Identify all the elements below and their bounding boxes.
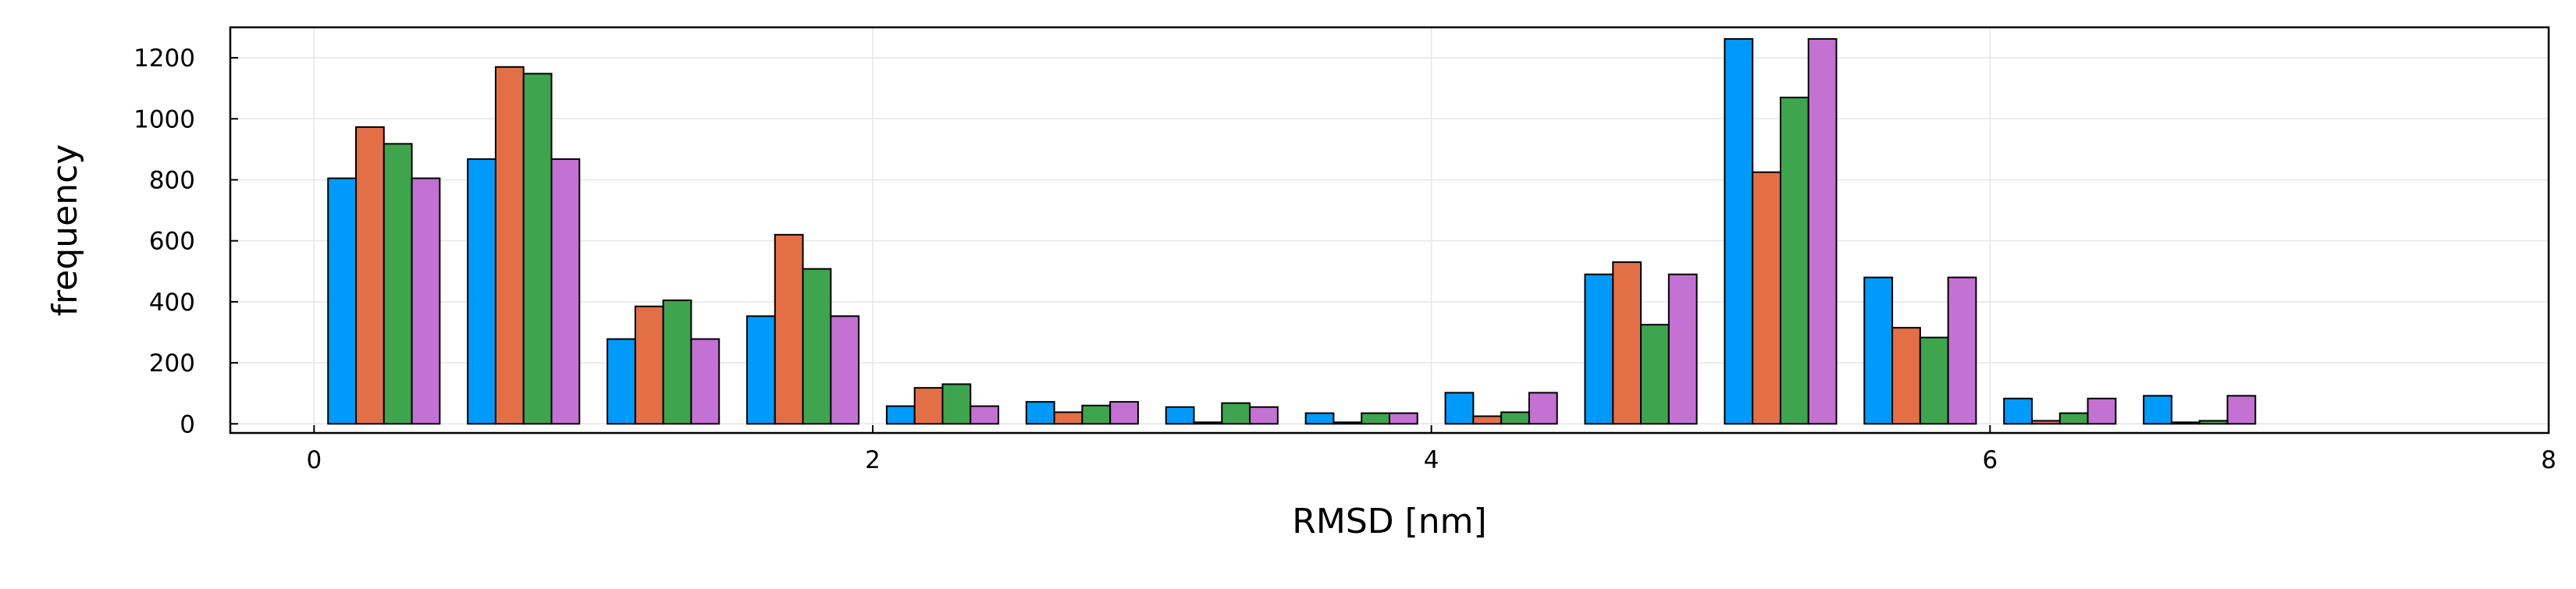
- histogram-bar: [1221, 402, 1251, 425]
- x-tick-label: 4: [1424, 446, 1439, 474]
- histogram-bar: [885, 405, 916, 425]
- y-tick-label: 1200: [133, 44, 195, 73]
- histogram-bar: [1109, 401, 1139, 425]
- histogram-bar: [1640, 324, 1670, 425]
- histogram-bar: [1667, 273, 1698, 425]
- histogram-bar: [1361, 412, 1391, 425]
- histogram-bar: [2003, 397, 2033, 425]
- histogram-bar: [802, 268, 832, 425]
- histogram-bar: [1472, 415, 1503, 425]
- histogram-bar: [494, 66, 525, 425]
- histogram-bar: [1891, 327, 1921, 425]
- histogram-bar: [1249, 406, 1279, 425]
- histogram-bar: [2226, 395, 2257, 425]
- histogram-bar: [467, 158, 496, 425]
- histogram-bar: [1053, 411, 1083, 425]
- y-tick-label: 800: [149, 166, 195, 194]
- histogram-bar: [830, 315, 860, 425]
- histogram-bar: [2031, 420, 2061, 425]
- y-tick-label: 400: [149, 289, 195, 317]
- histogram-bar: [1304, 412, 1335, 425]
- histogram-bar: [774, 233, 804, 425]
- histogram-bar: [1807, 37, 1838, 425]
- histogram-bar: [941, 383, 972, 425]
- histogram-bar: [1165, 406, 1195, 425]
- histogram-bar: [1724, 37, 1754, 425]
- histogram-bar: [607, 338, 636, 425]
- histogram-bar: [382, 143, 413, 425]
- histogram-bar: [690, 338, 720, 425]
- histogram-bar: [2170, 421, 2201, 425]
- plot-frame: [229, 26, 2550, 435]
- histogram-bar: [1025, 401, 1055, 425]
- histogram-bar: [1193, 421, 1223, 425]
- x-tick-label: 2: [865, 446, 881, 474]
- histogram-bar: [1752, 171, 1781, 425]
- y-axis-label: frequency: [45, 144, 85, 317]
- histogram-bar: [2198, 420, 2229, 425]
- histogram-bar: [2058, 412, 2089, 425]
- axis-ticks: 0 2 4 6 8 0 200 400 600 800 1000 1200: [133, 44, 2556, 474]
- histogram-bar: [550, 158, 581, 425]
- y-tick-label: 600: [149, 228, 195, 256]
- histogram-bar: [634, 305, 664, 425]
- y-tick-label: 1000: [133, 105, 195, 133]
- histogram-bar: [913, 387, 944, 425]
- histogram-bar: [1528, 392, 1558, 425]
- histogram-bar: [1779, 96, 1809, 425]
- histogram-bar: [1389, 412, 1418, 425]
- x-tick-label: 0: [306, 446, 322, 474]
- histogram-bar: [1919, 336, 1949, 425]
- histogram-bar: [662, 299, 692, 425]
- y-tick-label: 200: [149, 349, 195, 378]
- bars: [327, 37, 2257, 425]
- histogram-bar: [1584, 273, 1614, 425]
- histogram-bar: [1081, 404, 1112, 425]
- histogram-bar: [411, 177, 441, 425]
- histogram-bar: [522, 73, 553, 425]
- histogram-bar: [1500, 411, 1530, 425]
- x-tick-label: 6: [1982, 446, 1998, 474]
- y-tick-label: 0: [180, 410, 195, 438]
- x-tick-label: 8: [2541, 446, 2556, 474]
- histogram-bar: [1332, 421, 1363, 425]
- histogram-bar: [1444, 392, 1475, 425]
- histogram-bar: [745, 315, 776, 425]
- histogram-bar: [2143, 395, 2172, 425]
- histogram-bar: [1947, 276, 1977, 425]
- histogram-bar: [327, 177, 358, 425]
- histogram-bar: [1863, 276, 1894, 425]
- x-axis-label: RMSD [nm]: [1292, 502, 1486, 541]
- histogram-bar: [970, 405, 1000, 425]
- histogram-bar: [1612, 261, 1642, 425]
- histogram-bar: [2087, 397, 2117, 425]
- histogram-bar: [355, 126, 385, 425]
